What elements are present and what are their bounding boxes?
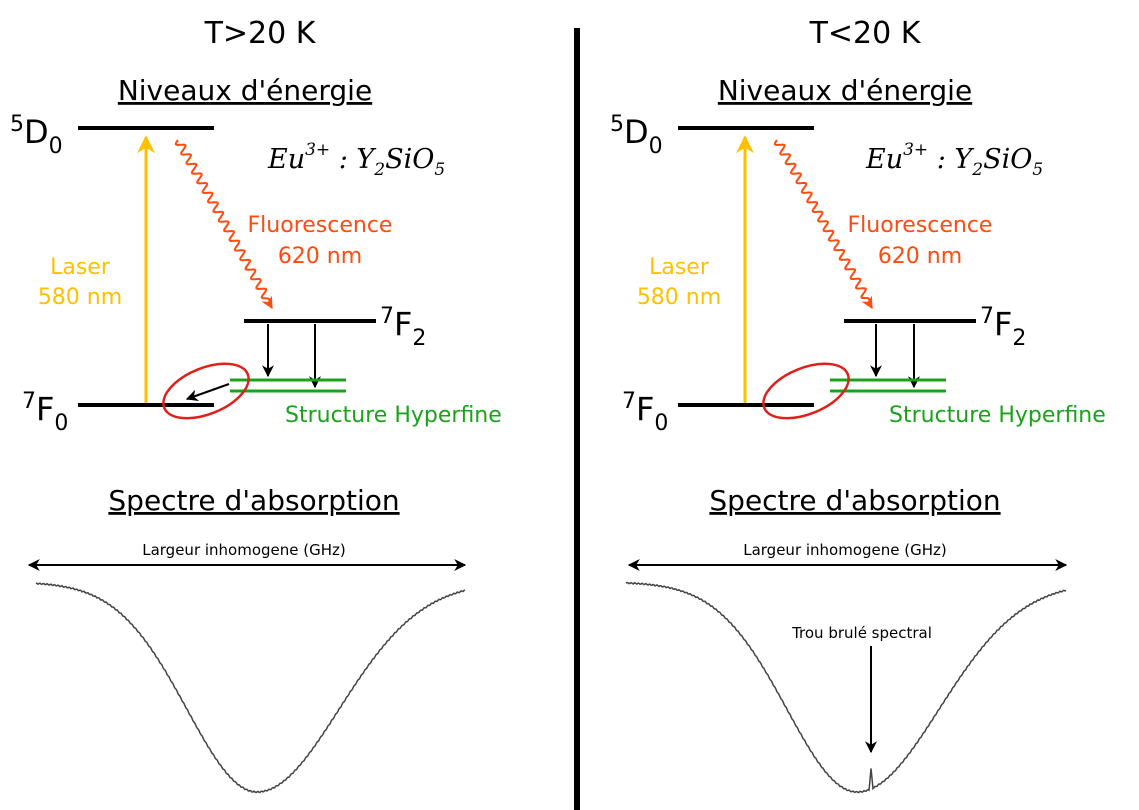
level-5d0-label: 5D0 (610, 112, 663, 159)
fluorescence-arrow (174, 139, 273, 310)
spectrum-title: Spectre d'absorption (709, 484, 1000, 517)
panel-left: T>20 K Niveaux d'énergie 5D0 Eu3+ : Y2Si… (10, 16, 502, 794)
width-label: Largeur inhomogene (GHz) (743, 541, 947, 559)
fluorescence-label-line2: 620 nm (878, 244, 962, 269)
panel-right: T<20 K Niveaux d'énergie 5D0 Eu3+ : Y2Si… (610, 16, 1106, 794)
level-7f0-label: 7F0 (622, 389, 668, 436)
crystal-formula: Eu3+ : Y2SiO5 (865, 140, 1043, 180)
level-7f0-label: 7F0 (22, 389, 68, 436)
level-5d0-label: 5D0 (10, 112, 63, 159)
absorption-curve (625, 581, 1067, 794)
temperature-label: T>20 K (204, 16, 317, 51)
energy-levels-title: Niveaux d'énergie (118, 74, 372, 107)
hyperfine-label: Structure Hyperfine (889, 403, 1106, 428)
population-ellipse (762, 362, 850, 420)
fluorescence-label-line1: Fluorescence (848, 213, 993, 238)
spectral-hole-label: Trou brulé spectral (791, 624, 932, 642)
fluorescence-label-line1: Fluorescence (248, 213, 393, 238)
energy-levels-title: Niveaux d'énergie (718, 74, 972, 107)
hyperfine-label: Structure Hyperfine (285, 403, 502, 428)
relaxation-arrow (185, 383, 230, 402)
fluorescence-arrow (773, 139, 873, 310)
absorption-curve (35, 582, 466, 794)
spectrum-title: Spectre d'absorption (108, 484, 399, 517)
laser-label-line1: Laser (50, 255, 111, 280)
laser-label-line2: 580 nm (637, 285, 721, 310)
fluorescence-label-line2: 620 nm (278, 244, 362, 269)
crystal-formula: Eu3+ : Y2SiO5 (267, 140, 445, 180)
level-7f2-label: 7F2 (980, 304, 1026, 351)
laser-label-line1: Laser (649, 255, 710, 280)
width-label: Largeur inhomogene (GHz) (142, 541, 346, 559)
temperature-label: T<20 K (809, 16, 922, 51)
level-7f2-label: 7F2 (380, 304, 426, 351)
laser-label-line2: 580 nm (38, 285, 122, 310)
population-ellipse (162, 362, 250, 420)
